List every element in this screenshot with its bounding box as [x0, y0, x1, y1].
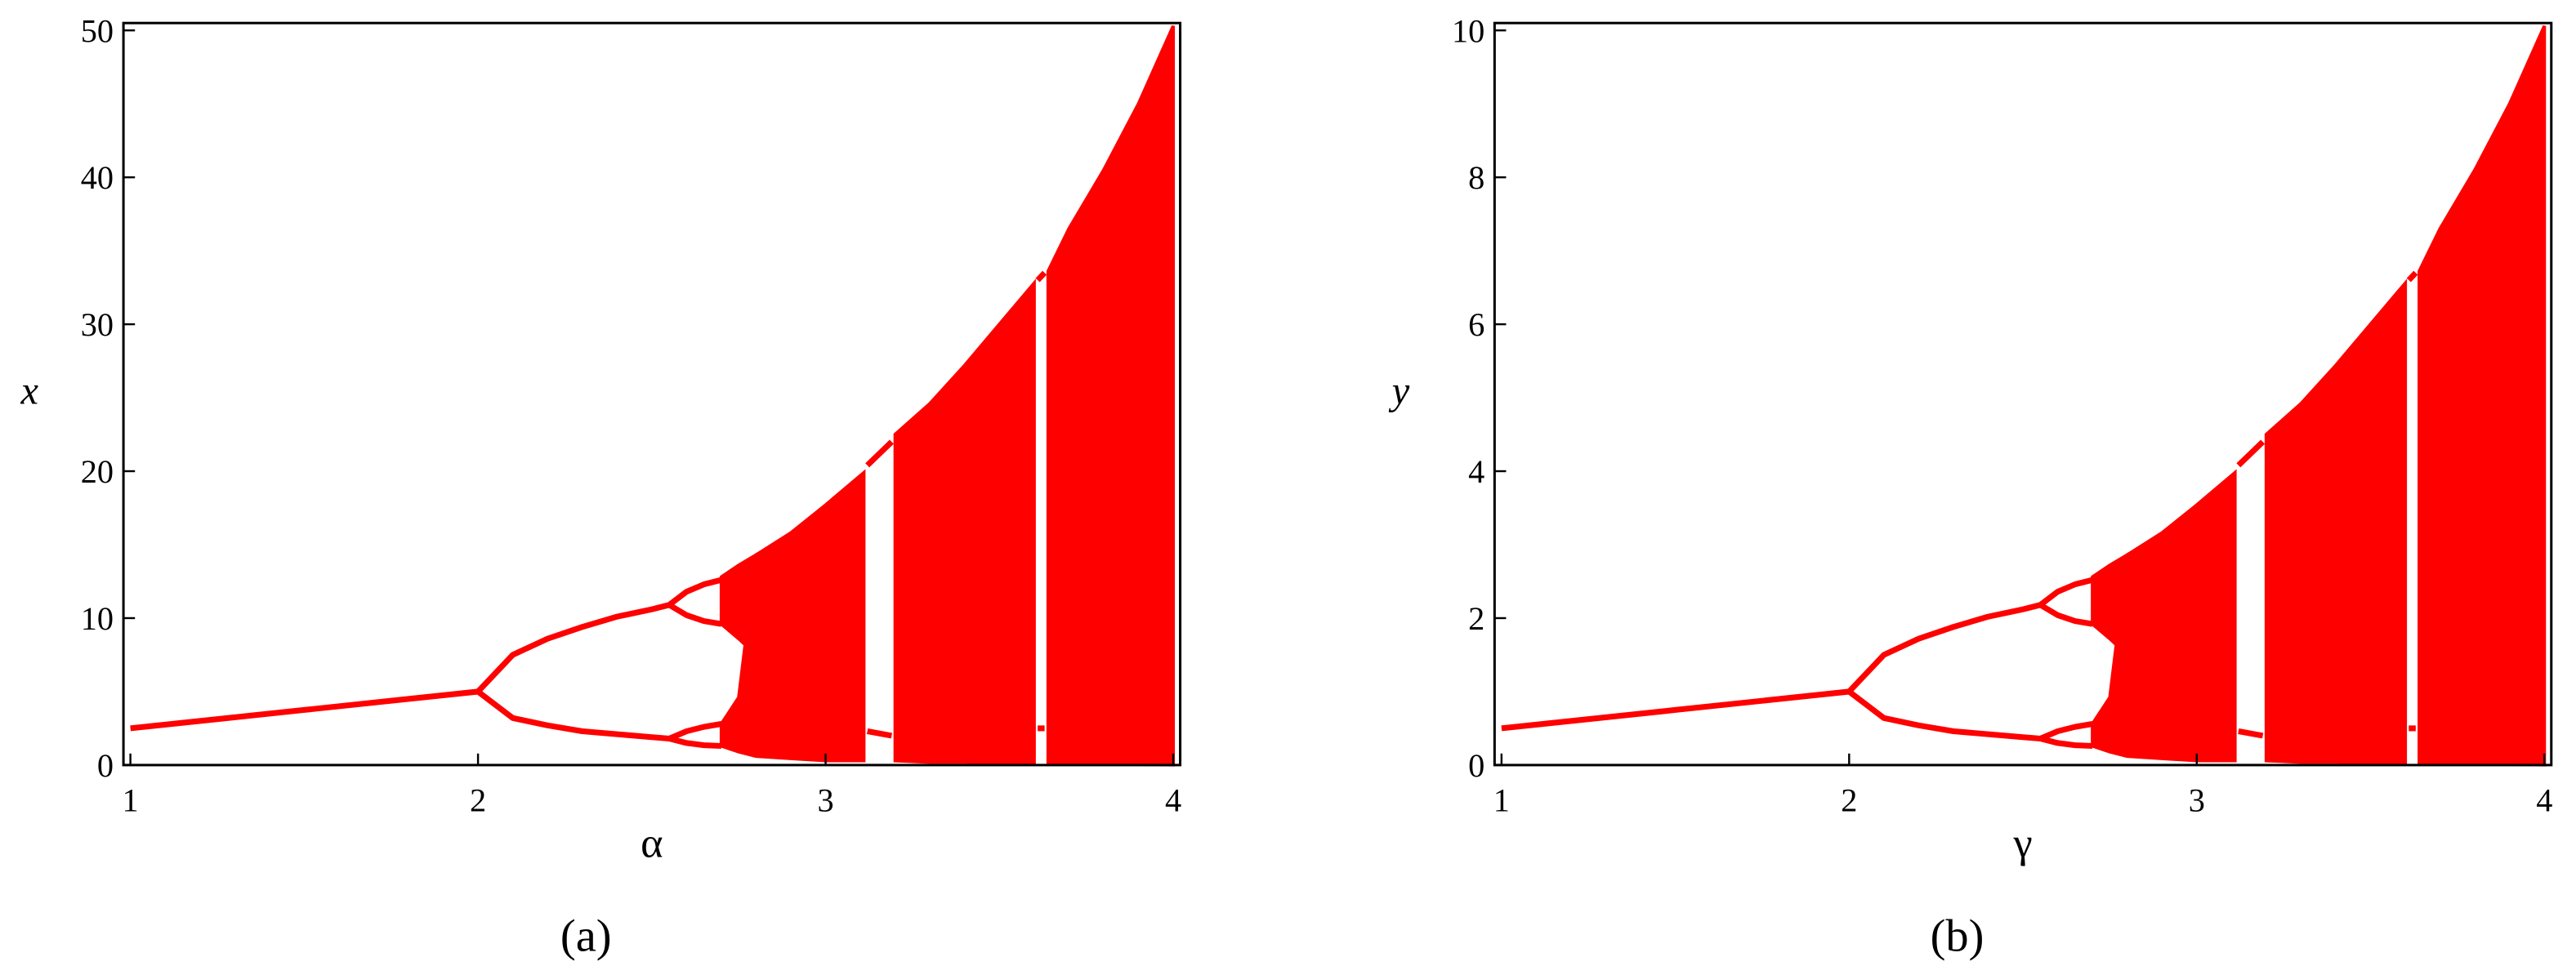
x-tick-label: 4 [1165, 781, 1181, 818]
y-tick-label: 0 [97, 747, 114, 784]
y-tick-label: 20 [81, 453, 114, 490]
x-tick-label: 4 [2536, 781, 2552, 818]
branch-line [2406, 270, 2418, 283]
branch-line [2038, 721, 2093, 741]
chaotic-band [893, 278, 1036, 766]
plot-frame [122, 21, 1182, 767]
branch-line [1847, 689, 2041, 742]
branch-line [866, 728, 893, 739]
y-axis-label: x [20, 370, 39, 413]
x-tick-label: 3 [2189, 781, 2205, 818]
y-tick-label: 8 [1468, 159, 1484, 196]
chaotic-band [719, 469, 866, 763]
chaotic-band [1046, 24, 1176, 767]
branch-line [2038, 577, 2094, 608]
plot-frame [1493, 21, 2553, 767]
y-tick-label: 2 [1468, 600, 1484, 637]
branch-line [667, 602, 722, 627]
caption: (a) [560, 911, 612, 962]
y-axis-label: y [1388, 370, 1410, 413]
y-tick-label: 40 [81, 159, 114, 196]
y-tick-label: 10 [81, 600, 114, 637]
branch-line [2039, 736, 2093, 750]
branch-line [1035, 270, 1047, 283]
x-tick-label: 2 [1841, 781, 1857, 818]
y-tick-label: 10 [1452, 12, 1484, 49]
branch-line [2038, 602, 2093, 627]
branch-line [668, 736, 722, 750]
y-tick-label: 0 [1468, 747, 1484, 784]
y-tick-label: 50 [81, 12, 114, 49]
x-axis-label: α [641, 820, 663, 867]
branch-line [865, 439, 894, 468]
branch-line [1846, 602, 2042, 694]
x-tick-label: 1 [1493, 781, 1510, 818]
branch-line [1501, 688, 1850, 732]
chaotic-band [2418, 24, 2547, 767]
x-tick-label: 2 [470, 781, 486, 818]
x-tick-label: 1 [123, 781, 139, 818]
chaotic-band [2264, 278, 2408, 766]
x-axis-label: γ [2012, 820, 2032, 867]
branch-line [475, 602, 670, 694]
y-tick-label: 4 [1468, 453, 1484, 490]
y-tick-label: 6 [1468, 306, 1484, 343]
branch-line [667, 721, 722, 741]
branch-line [475, 689, 670, 742]
branch-line [667, 577, 722, 608]
panel: 1 2 3 4 0 2 4 6 8 10 γ y (b) [1388, 12, 2553, 961]
chaotic-band [2091, 469, 2237, 763]
branch-line [2238, 728, 2264, 739]
x-tick-label: 3 [817, 781, 833, 818]
y-tick-label: 30 [81, 306, 114, 343]
branch-line [130, 688, 479, 732]
branch-line [2236, 439, 2266, 468]
caption: (b) [1931, 911, 1984, 962]
